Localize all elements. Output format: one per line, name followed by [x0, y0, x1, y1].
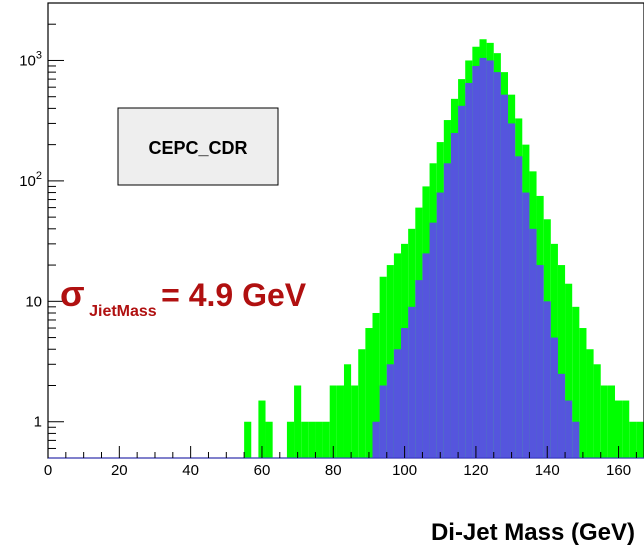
- histogram-bar: [286, 421, 295, 458]
- histogram-bar: [258, 400, 266, 458]
- histogram-bar: [393, 349, 402, 458]
- histogram-bar: [372, 312, 380, 458]
- histogram-bar: [586, 349, 594, 458]
- histogram-bar: [565, 283, 573, 458]
- histogram-bar: [358, 349, 366, 458]
- histogram-bar: [386, 364, 394, 458]
- histogram-bar: [536, 265, 544, 458]
- histogram-bar: [343, 364, 352, 458]
- histogram-bar: [429, 222, 437, 458]
- histogram-bar: [265, 421, 273, 458]
- sigma-value: = 4.9 GeV: [161, 277, 307, 313]
- y-tick-base: 10: [19, 173, 36, 190]
- histogram-bar: [379, 276, 387, 458]
- histogram-bar: [557, 265, 566, 458]
- y-tick-label: 102: [19, 170, 42, 190]
- y-tick-base: 10: [25, 293, 42, 310]
- sigma-symbol: σ: [60, 273, 85, 314]
- histogram-bar: [557, 373, 566, 458]
- histogram-bar: [579, 328, 587, 458]
- histogram-bar: [329, 385, 337, 458]
- histogram-bar: [600, 385, 608, 458]
- histogram-bar: [379, 385, 387, 458]
- histogram-bar: [244, 421, 252, 458]
- histogram-bar: [401, 328, 409, 458]
- x-tick-label: 120: [463, 462, 488, 479]
- x-tick-label: 40: [182, 462, 199, 479]
- histogram-bar: [486, 60, 494, 459]
- blue-histogram: [372, 57, 580, 459]
- histogram-bar: [522, 192, 530, 458]
- histogram-bar: [550, 337, 558, 458]
- histogram-bar: [351, 385, 359, 458]
- histogram-bar: [515, 156, 523, 458]
- y-tick-label: 103: [19, 49, 42, 69]
- x-tick-label: 140: [535, 462, 560, 479]
- histogram-bar: [572, 421, 580, 458]
- histogram-bar: [458, 105, 466, 458]
- y-tick-exponent: 2: [36, 170, 42, 182]
- y-tick-base: 1: [34, 414, 42, 431]
- sigma-subscript: JietMass: [89, 303, 157, 320]
- histogram-bar: [365, 328, 373, 458]
- x-tick-label: 0: [44, 462, 52, 479]
- y-tick-base: 10: [19, 52, 36, 69]
- histogram-bar: [607, 385, 615, 458]
- x-tick-label: 60: [254, 462, 271, 479]
- x-tick-label: 160: [606, 462, 631, 479]
- histogram-bar: [372, 421, 380, 458]
- histogram-bar: [294, 385, 302, 458]
- histogram-bar: [636, 421, 644, 458]
- histogram-bar: [622, 400, 630, 458]
- x-tick-label: 100: [392, 462, 417, 479]
- histogram-bar: [308, 421, 316, 458]
- histogram-bar: [386, 265, 394, 458]
- histogram-bar: [436, 192, 444, 458]
- histogram-bar: [315, 421, 323, 458]
- legend-box-label: CEPC_CDR: [148, 138, 247, 158]
- histogram-bar: [336, 385, 344, 458]
- histogram-bar: [408, 306, 416, 458]
- y-tick-label: 1: [34, 414, 42, 431]
- histogram-bar: [479, 57, 487, 458]
- histogram-bar: [301, 421, 309, 458]
- legend-box-frame: [117, 107, 279, 186]
- histogram-bar: [500, 94, 509, 458]
- x-tick-label: 80: [325, 462, 342, 479]
- histogram-bar: [415, 280, 423, 458]
- histogram-bar: [593, 364, 601, 458]
- x-axis-title: Di-Jet Mass (GeV): [431, 519, 635, 545]
- histogram-bar: [422, 253, 430, 458]
- histogram-bar: [543, 301, 551, 458]
- histogram-bar: [572, 306, 580, 458]
- histogram-bar: [465, 82, 473, 458]
- histogram-bar: [443, 163, 451, 459]
- histogram-bar: [472, 65, 480, 458]
- histogram-bar: [614, 400, 623, 458]
- x-tick-label: 20: [111, 462, 128, 479]
- histogram-bar: [629, 421, 637, 458]
- histogram-bar: [493, 72, 501, 459]
- histogram-bar: [508, 123, 516, 459]
- histogram-bar: [322, 421, 330, 458]
- histogram-bar: [450, 132, 459, 458]
- sigma-annotation: σ JietMass = 4.9 GeV: [60, 273, 307, 320]
- y-tick-exponent: 3: [36, 49, 42, 61]
- histogram-bar: [529, 228, 537, 458]
- y-tick-label: 10: [25, 293, 42, 310]
- histogram-bar: [565, 400, 573, 458]
